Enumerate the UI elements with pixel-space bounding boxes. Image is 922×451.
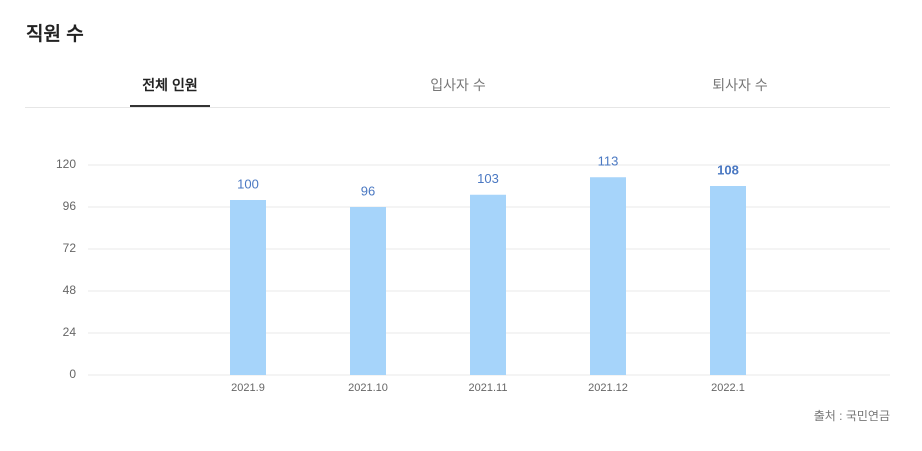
bar — [350, 207, 386, 375]
value-label: 100 — [237, 176, 259, 191]
tab[interactable]: 입사자 수 — [430, 77, 486, 93]
tab[interactable]: 퇴사자 수 — [712, 77, 768, 93]
y-tick-label: 96 — [63, 199, 77, 213]
active-tab-indicator — [130, 105, 210, 107]
x-tick-label: 2021.9 — [231, 382, 265, 394]
value-label: 103 — [477, 171, 499, 186]
tab[interactable]: 전체 인원 — [142, 77, 198, 93]
value-label: 96 — [361, 183, 375, 198]
y-tick-label: 0 — [69, 367, 76, 381]
y-tick-label: 24 — [63, 325, 77, 339]
bar — [710, 186, 746, 375]
value-label: 113 — [598, 154, 619, 169]
x-tick-label: 2021.12 — [588, 382, 628, 394]
x-tick-label: 2021.10 — [348, 382, 388, 394]
y-tick-label: 72 — [63, 241, 77, 255]
source-note: 출처 : 국민연금 — [813, 409, 890, 423]
x-tick-label: 2021.11 — [469, 382, 508, 394]
bar — [590, 177, 626, 375]
x-tick-label: 2022.1 — [711, 382, 745, 394]
tab-bar: 전체 인원 입사자 수 퇴사자 수 — [25, 66, 890, 108]
value-label: 108 — [717, 162, 739, 177]
bar — [470, 194, 506, 375]
bar — [230, 200, 266, 375]
y-tick-label: 48 — [63, 283, 77, 297]
y-tick-label: 120 — [56, 157, 76, 171]
page-title: 직원 수 — [26, 24, 84, 45]
